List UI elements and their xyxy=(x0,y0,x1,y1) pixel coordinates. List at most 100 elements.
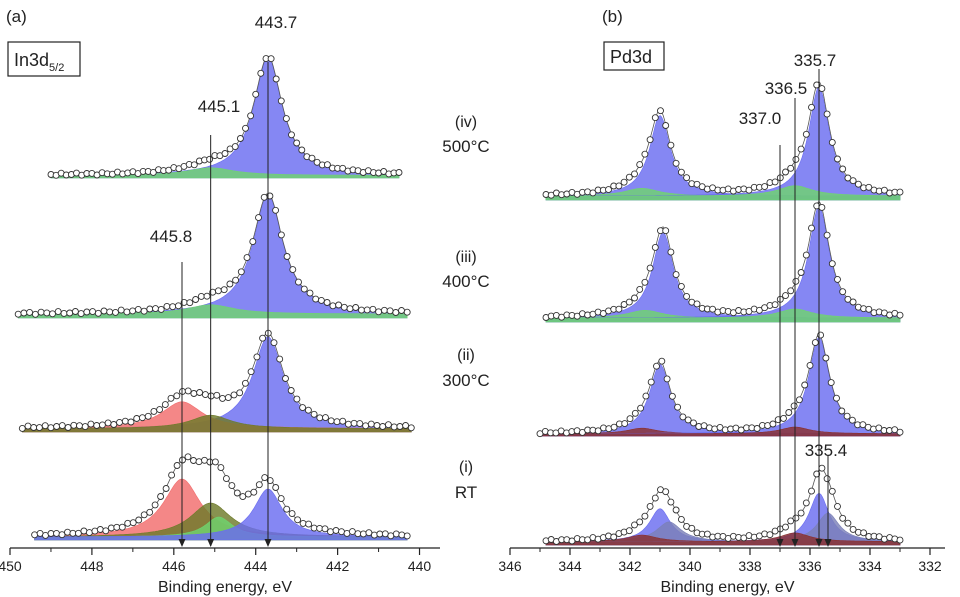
data-point xyxy=(761,183,769,191)
data-point xyxy=(242,124,249,132)
data-point xyxy=(335,301,343,309)
data-point xyxy=(646,136,654,144)
data-point xyxy=(190,161,198,169)
data-point xyxy=(792,155,800,163)
data-point xyxy=(787,287,795,295)
data-point xyxy=(151,501,159,509)
data-point xyxy=(636,161,644,169)
data-point xyxy=(83,308,91,316)
spectrum-2 xyxy=(14,192,411,319)
x-tick-label: 332 xyxy=(918,558,942,574)
data-point xyxy=(380,306,388,314)
data-point xyxy=(237,268,245,276)
data-point xyxy=(241,379,249,387)
data-point xyxy=(261,474,269,482)
data-point xyxy=(219,394,226,402)
data-point xyxy=(31,310,39,318)
data-point xyxy=(26,308,34,316)
data-point xyxy=(255,481,263,489)
data-point xyxy=(615,305,623,313)
condition-iii-temp: 400°C xyxy=(442,272,489,291)
data-point xyxy=(679,413,687,421)
data-point xyxy=(839,288,847,296)
data-point xyxy=(631,170,638,178)
data-point xyxy=(288,131,295,139)
data-point xyxy=(690,419,697,427)
peak-component-blue xyxy=(539,337,901,437)
data-point xyxy=(848,416,856,424)
data-point xyxy=(288,510,296,518)
annotation-label: 335.4 xyxy=(805,441,848,460)
data-point xyxy=(703,530,711,538)
data-point xyxy=(386,307,394,315)
data-point xyxy=(47,424,55,432)
data-point xyxy=(18,424,26,432)
data-point xyxy=(20,309,28,317)
data-point xyxy=(808,224,815,232)
data-point xyxy=(790,402,798,410)
data-point xyxy=(657,107,664,115)
data-point xyxy=(849,298,857,306)
data-point xyxy=(173,392,181,400)
data-point xyxy=(289,266,297,274)
data-point xyxy=(104,419,112,427)
data-point xyxy=(356,420,364,428)
data-point xyxy=(282,115,290,123)
data-point xyxy=(276,355,284,363)
condition-labels: (iv) 500°C (iii) 400°C (ii) 300°C (i) RT xyxy=(442,114,489,502)
data-point xyxy=(709,305,717,313)
data-point xyxy=(834,275,841,283)
data-point xyxy=(674,403,682,411)
x-tick-label: 346 xyxy=(498,558,522,574)
data-point xyxy=(407,424,415,432)
data-point xyxy=(31,531,39,539)
peak-component-blue xyxy=(17,194,408,319)
x-tick-label: 442 xyxy=(326,558,350,574)
data-point xyxy=(298,146,306,154)
data-point xyxy=(129,519,137,527)
data-point xyxy=(637,404,645,412)
data-point xyxy=(260,193,268,201)
data-point xyxy=(610,423,618,431)
data-point xyxy=(190,457,197,464)
data-point xyxy=(35,424,43,432)
data-point xyxy=(236,135,244,142)
data-point xyxy=(677,282,685,290)
data-point xyxy=(322,414,329,422)
data-point xyxy=(828,138,836,146)
annotation-label: 337.0 xyxy=(739,109,782,128)
data-point xyxy=(610,533,618,541)
data-point xyxy=(53,423,61,430)
data-point xyxy=(231,143,239,151)
data-point xyxy=(787,517,795,525)
data-point xyxy=(641,278,649,286)
data-point xyxy=(124,519,132,527)
panel-label-a: (a) xyxy=(6,7,27,26)
data-point xyxy=(96,526,104,533)
data-point xyxy=(802,130,810,138)
data-point xyxy=(880,186,888,194)
data-point xyxy=(81,423,89,431)
data-point xyxy=(839,514,847,522)
data-point xyxy=(121,417,129,425)
data-point xyxy=(392,530,400,538)
data-point xyxy=(89,308,97,316)
data-point xyxy=(252,90,260,98)
data-point xyxy=(818,203,826,211)
x-tick-label: 336 xyxy=(798,558,822,574)
condition-i-temp: RT xyxy=(455,483,477,502)
data-point xyxy=(625,298,633,306)
data-point xyxy=(277,231,285,239)
data-point xyxy=(305,520,313,528)
annotation-arrowhead xyxy=(776,539,784,547)
condition-iii-label: (iii) xyxy=(455,249,476,266)
x-axis-label: Binding energy, eV xyxy=(158,579,292,596)
data-point xyxy=(849,177,857,185)
data-point xyxy=(222,475,230,483)
data-point xyxy=(195,458,203,466)
data-point xyxy=(112,308,119,316)
data-point xyxy=(641,150,649,158)
data-point xyxy=(152,305,159,313)
data-point xyxy=(663,375,671,383)
data-point xyxy=(184,387,192,395)
